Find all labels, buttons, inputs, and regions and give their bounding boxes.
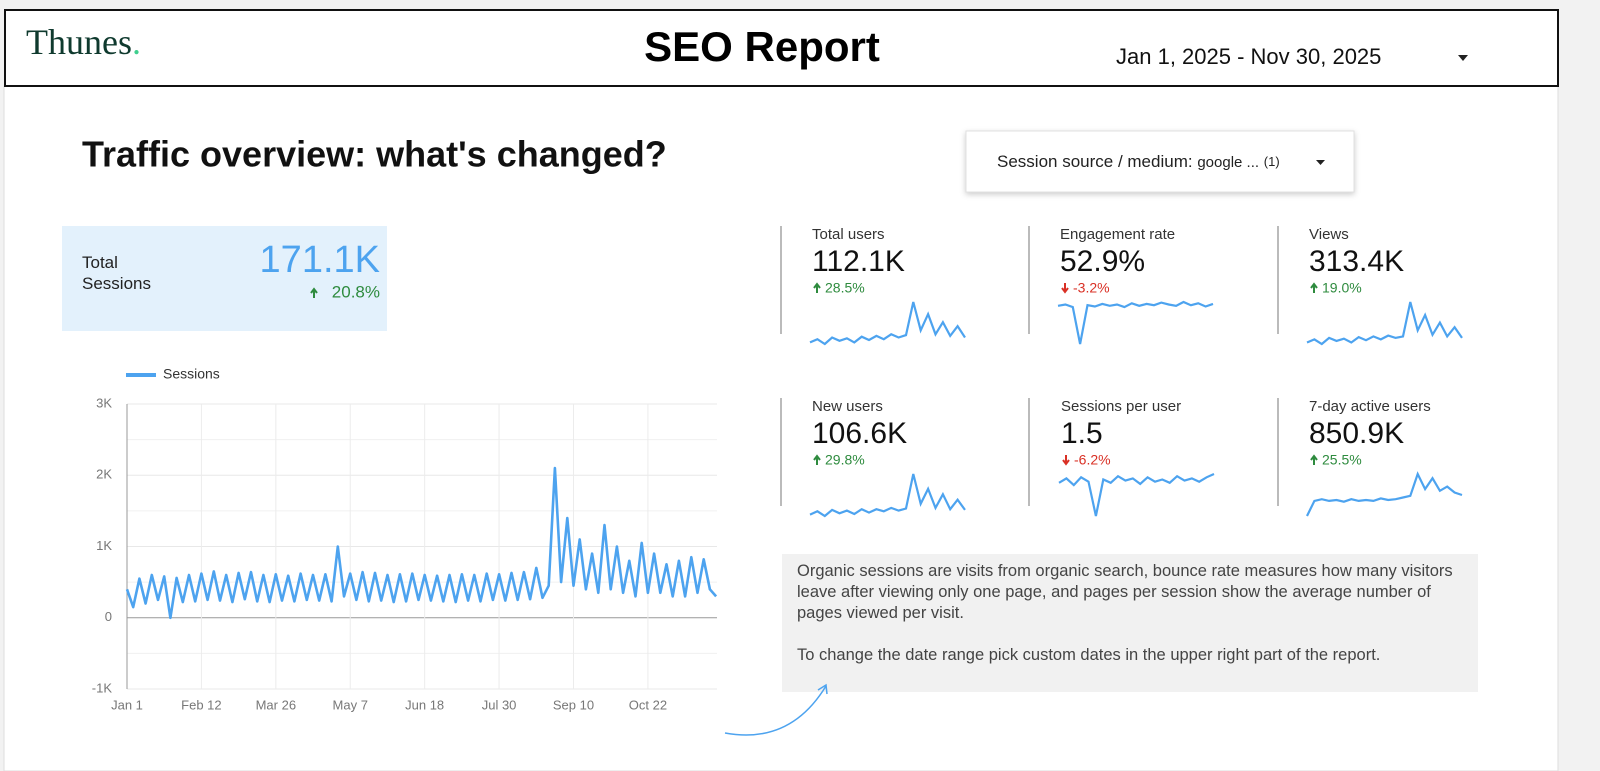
filter-label: Session source / medium: — [997, 152, 1193, 171]
scorecard-value: 52.9% — [1060, 245, 1145, 278]
x-tick-label: Sep 10 — [553, 697, 594, 712]
total-label: Total Sessions — [82, 253, 151, 293]
y-tick-label: -1K — [92, 680, 113, 695]
x-tick-label: Oct 22 — [629, 697, 667, 712]
x-tick-label: Jan 1 — [111, 697, 143, 712]
filter-count: (1) — [1264, 154, 1280, 169]
sparkline — [1306, 471, 1463, 517]
filter-control[interactable] — [965, 130, 1355, 193]
scorecard-change: -3.2% — [1073, 280, 1110, 296]
filter-value: google ... — [1197, 154, 1259, 171]
logo: Thunes. — [26, 22, 141, 62]
change-arrow — [310, 287, 318, 298]
filter-arrow[interactable] — [1316, 160, 1325, 165]
scorecard-value: 1.5 — [1061, 417, 1103, 450]
dropdown-arrow[interactable] — [1458, 55, 1468, 61]
scorecard-change: -6.2% — [1074, 452, 1111, 468]
change-arrow — [1310, 282, 1318, 293]
sparkline — [1057, 300, 1214, 345]
filter-text[interactable]: Session source / medium: google ... (1) — [997, 152, 1280, 171]
scorecard-change: 29.8% — [825, 452, 865, 468]
change-arrow — [813, 282, 821, 293]
x-tick-label: Jul 30 — [482, 697, 517, 712]
y-tick-label: 1K — [96, 538, 112, 553]
header — [4, 9, 1559, 87]
x-tick-label: Jun 18 — [405, 697, 444, 712]
sparkline — [1306, 301, 1463, 346]
x-tick-label: May 7 — [333, 697, 368, 712]
note-paragraph: To change the date range pick custom dat… — [797, 646, 1381, 664]
scorecard-change: 25.5% — [1322, 452, 1362, 468]
report-title: SEO Report — [644, 23, 880, 70]
logo-name: Thunes — [26, 22, 132, 62]
note-box-text: Organic sessions are visits from organic… — [797, 561, 1467, 666]
scorecard-label: Views — [1309, 226, 1349, 243]
scorecard-change: 28.5% — [825, 280, 865, 296]
scorecard-label: Total users — [812, 226, 885, 243]
total-change: 20.8% — [332, 282, 380, 301]
total-label-box: Total Sessions — [82, 253, 151, 293]
scorecard-label: Engagement rate — [1060, 226, 1175, 243]
y-tick-label: 3K — [96, 395, 112, 410]
scorecard-value: 313.4K — [1309, 245, 1404, 278]
total-value: 171.1K — [260, 239, 380, 281]
sparkline — [809, 473, 966, 518]
sparkline — [1058, 472, 1215, 517]
note-paragraph: Organic sessions are visits from organic… — [797, 562, 1453, 622]
scorecard-label: New users — [812, 398, 883, 415]
change-arrow — [1061, 283, 1069, 294]
scorecard-value: 106.6K — [812, 417, 907, 450]
logo-mark: . — [132, 22, 141, 62]
decor-arrowhead — [817, 683, 828, 695]
change-arrow — [813, 454, 821, 465]
change-arrow — [1062, 455, 1070, 466]
scorecard-label: Sessions per user — [1061, 398, 1181, 415]
line-series — [125, 466, 718, 620]
y-tick-label: 0 — [105, 609, 112, 624]
decor-arrow — [724, 685, 827, 736]
note-box — [782, 554, 1478, 692]
x-tick-label: Mar 26 — [256, 697, 296, 712]
sparkline — [809, 301, 966, 346]
scorecard-value: 112.1K — [812, 245, 905, 278]
note: Organic sessions are visits from organic… — [797, 561, 1467, 666]
y-tick-label: 2K — [96, 467, 112, 482]
change-arrow — [1310, 454, 1318, 465]
legend-label: Sessions — [163, 366, 220, 382]
scorecard-value: 850.9K — [1309, 417, 1404, 450]
date-range[interactable]: Jan 1, 2025 - Nov 30, 2025 — [1116, 44, 1381, 69]
total-card — [62, 226, 387, 331]
x-tick-label: Feb 12 — [181, 697, 221, 712]
scorecard-label: 7-day active users — [1309, 398, 1431, 415]
scorecard-change: 19.0% — [1322, 280, 1362, 296]
section-title: Traffic overview: what's changed? — [82, 134, 667, 175]
